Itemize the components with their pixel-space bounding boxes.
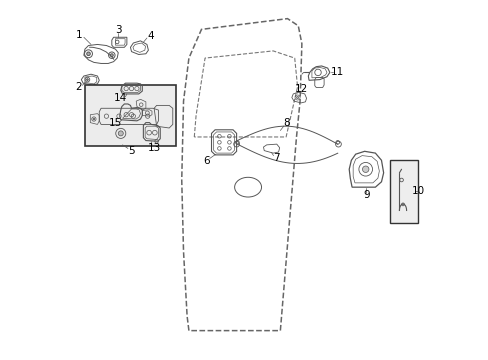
Text: 11: 11 [330, 67, 343, 77]
Text: 14: 14 [114, 93, 127, 103]
Text: 4: 4 [147, 31, 154, 41]
Text: 15: 15 [108, 118, 122, 128]
Ellipse shape [86, 52, 90, 55]
Text: 7: 7 [273, 153, 280, 163]
Ellipse shape [118, 131, 123, 136]
Ellipse shape [362, 166, 368, 172]
Ellipse shape [86, 79, 88, 81]
Text: 5: 5 [128, 146, 135, 156]
Text: 3: 3 [115, 25, 122, 35]
Ellipse shape [401, 203, 404, 206]
Text: 9: 9 [363, 190, 369, 200]
FancyBboxPatch shape [389, 160, 417, 223]
Text: 2: 2 [75, 82, 82, 93]
Text: 6: 6 [203, 156, 209, 166]
Text: 13: 13 [147, 143, 161, 153]
Ellipse shape [296, 96, 298, 99]
Text: 8: 8 [283, 118, 289, 128]
FancyBboxPatch shape [85, 85, 176, 146]
Ellipse shape [110, 54, 113, 57]
Text: 1: 1 [75, 30, 82, 40]
Text: 10: 10 [411, 186, 424, 197]
Text: 12: 12 [295, 84, 308, 94]
Ellipse shape [93, 118, 95, 120]
